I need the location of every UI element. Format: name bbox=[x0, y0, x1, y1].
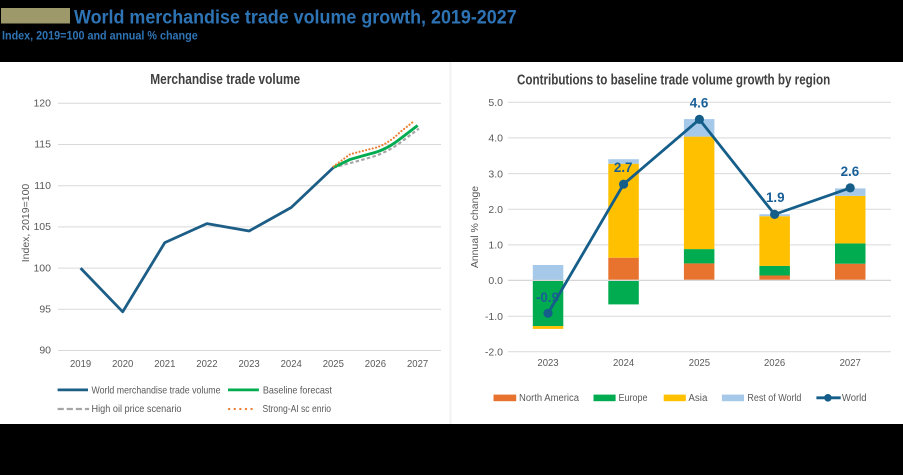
svg-text:Index, 2019=100: Index, 2019=100 bbox=[20, 184, 32, 263]
svg-text:Asia: Asia bbox=[688, 393, 707, 404]
svg-text:120: 120 bbox=[33, 98, 51, 110]
svg-text:North America: North America bbox=[519, 393, 579, 404]
svg-text:2025: 2025 bbox=[323, 358, 344, 370]
svg-text:Contributions to baseline trad: Contributions to baseline trade volume g… bbox=[517, 71, 830, 88]
svg-text:-1.0: -1.0 bbox=[485, 311, 503, 323]
svg-text:2019: 2019 bbox=[70, 358, 91, 370]
svg-text:Baseline forecast: Baseline forecast bbox=[263, 385, 332, 397]
svg-text:3.0: 3.0 bbox=[488, 168, 503, 180]
svg-text:World merchandise trade volume: World merchandise trade volume growth, 2… bbox=[74, 6, 517, 28]
svg-text:2027: 2027 bbox=[840, 357, 861, 369]
svg-text:95: 95 bbox=[39, 304, 51, 316]
svg-text:2025: 2025 bbox=[689, 357, 710, 369]
svg-text:115: 115 bbox=[34, 139, 51, 151]
svg-text:2023: 2023 bbox=[239, 358, 260, 370]
svg-text:High oil price scenario: High oil price scenario bbox=[92, 403, 182, 415]
svg-text:2.0: 2.0 bbox=[488, 204, 503, 216]
svg-text:5.0: 5.0 bbox=[488, 97, 503, 109]
svg-text:Europe: Europe bbox=[619, 393, 648, 404]
svg-text:2.7: 2.7 bbox=[614, 160, 633, 175]
svg-text:2027: 2027 bbox=[407, 358, 428, 370]
svg-text:4.6: 4.6 bbox=[690, 95, 709, 110]
svg-text:2024: 2024 bbox=[613, 357, 634, 369]
svg-text:4.0: 4.0 bbox=[488, 133, 503, 145]
svg-text:World merchandise trade volume: World merchandise trade volume bbox=[92, 385, 221, 397]
svg-text:Annual % change: Annual % change bbox=[469, 186, 481, 268]
svg-text:100: 100 bbox=[33, 262, 51, 274]
svg-text:Rest of World: Rest of World bbox=[747, 393, 801, 404]
svg-text:1.0: 1.0 bbox=[488, 240, 503, 252]
svg-text:1.9: 1.9 bbox=[766, 190, 785, 205]
svg-text:2022: 2022 bbox=[196, 358, 217, 370]
svg-text:2021: 2021 bbox=[154, 358, 175, 370]
svg-text:Strong-AI sc enrio: Strong-AI sc enrio bbox=[263, 403, 332, 415]
svg-text:Merchandise trade volume: Merchandise trade volume bbox=[150, 71, 300, 88]
svg-text:2026: 2026 bbox=[764, 357, 785, 369]
svg-text:2023: 2023 bbox=[537, 357, 558, 369]
svg-text:2.6: 2.6 bbox=[841, 164, 860, 179]
svg-text:2024: 2024 bbox=[281, 358, 302, 370]
svg-text:105: 105 bbox=[33, 221, 51, 233]
svg-text:2020: 2020 bbox=[112, 358, 133, 370]
svg-text:110: 110 bbox=[34, 180, 51, 192]
svg-text:Index, 2019=100 and annual % c: Index, 2019=100 and annual % change bbox=[2, 30, 198, 42]
svg-text:World: World bbox=[842, 393, 867, 404]
svg-text:-2.0: -2.0 bbox=[485, 347, 503, 359]
svg-text:2026: 2026 bbox=[365, 358, 386, 370]
svg-text:90: 90 bbox=[39, 345, 51, 357]
svg-text:-0.9: -0.9 bbox=[536, 290, 559, 305]
svg-text:0.0: 0.0 bbox=[488, 275, 503, 287]
